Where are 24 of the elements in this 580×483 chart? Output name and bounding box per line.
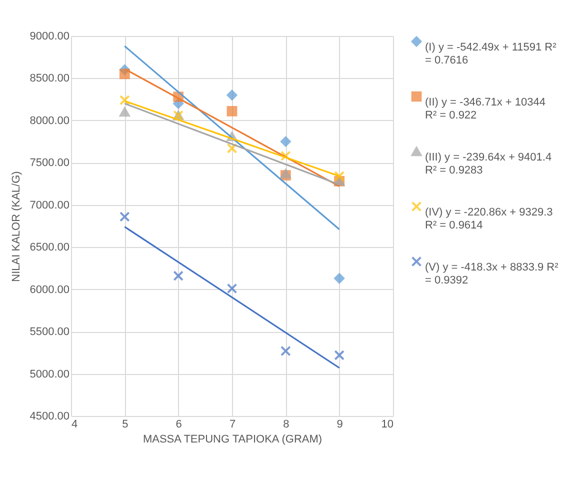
- legend-label: (II) y = -346.71x + 10344 R² = 0.922: [425, 96, 546, 122]
- legend-label: (V) y = -418.3x + 8833.9 R² = 0.9392: [425, 262, 559, 286]
- x-tick-label: 6: [176, 418, 182, 430]
- legend-label: (I) y = -542.49x + 11591 R² = 0.7616: [425, 42, 557, 66]
- y-tick-label: 5500.00: [30, 326, 70, 338]
- y-tick-label: 9000.00: [30, 30, 70, 42]
- y-tick-label: 8500.00: [30, 72, 70, 85]
- y-tick-label: 7500.00: [30, 157, 70, 170]
- y-axis-title: NILAI KALOR (KAL/G): [10, 171, 23, 282]
- x-tick-label: 9: [336, 418, 343, 430]
- x-tick-label: 8: [283, 418, 290, 430]
- x-tick-label: 5: [122, 418, 128, 430]
- x-tick-label: 7: [229, 418, 236, 430]
- x-axis-title: MASSA TEPUNG TAPIOKA (GRAM): [142, 434, 322, 446]
- y-tick-label: 5000.00: [30, 368, 70, 380]
- legend-label: (IV) y = -220.86x + 9329.3 R² = 0.9614: [425, 206, 553, 232]
- y-tick-label: 6500.00: [30, 242, 70, 254]
- y-tick-label: 7000.00: [30, 199, 70, 212]
- y-tick-label: 6000.00: [30, 284, 70, 296]
- legend-label: (III) y = -239.64x + 9401.4 R² = 0.9283: [425, 152, 552, 176]
- y-tick-label: 8000.00: [30, 114, 70, 127]
- x-tick-label: 10: [381, 418, 394, 430]
- x-tick-label: 4: [72, 418, 78, 430]
- y-tick-label: 4500.00: [30, 410, 70, 422]
